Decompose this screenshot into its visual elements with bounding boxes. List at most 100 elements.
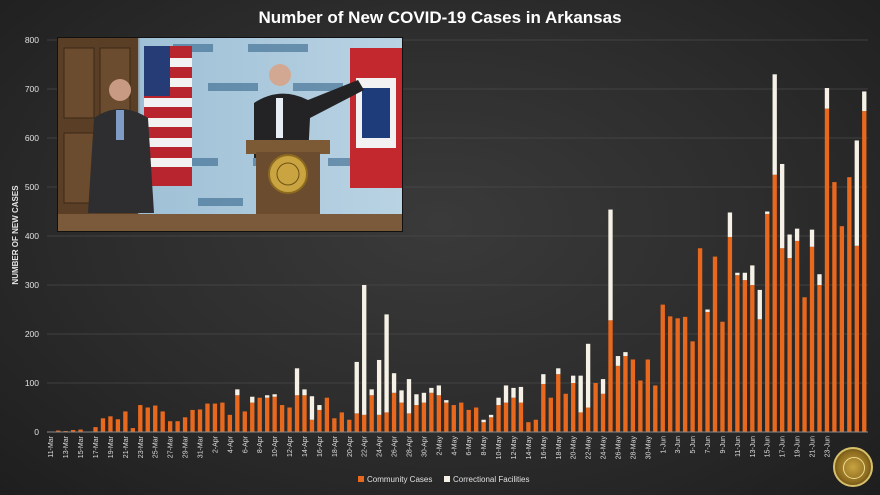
y-tick-label: 500 <box>25 182 39 192</box>
bar-community-cases <box>190 409 195 432</box>
bar-community-cases <box>167 421 173 432</box>
x-tick-label: 2-May <box>436 436 443 456</box>
x-tick-label: 31-Mar <box>198 435 205 458</box>
y-tick-label: 400 <box>25 231 39 241</box>
bar-community-cases <box>780 248 785 432</box>
bar-correctional-facilities <box>854 140 859 246</box>
bar-community-cases <box>682 316 688 432</box>
bar-community-cases <box>630 359 636 432</box>
bar-correctional-facilities <box>481 419 486 423</box>
x-tick-label: 14-May <box>526 436 533 460</box>
bar-community-cases <box>406 413 412 432</box>
bar-community-cases <box>473 407 479 432</box>
bar-community-cases <box>272 396 277 432</box>
bar-community-cases <box>518 402 524 432</box>
bar-correctional-facilities <box>436 385 442 396</box>
bar-community-cases <box>235 395 240 432</box>
bar-community-cases <box>854 245 859 432</box>
bar-community-cases <box>563 393 568 432</box>
bar-correctional-facilities <box>444 400 449 403</box>
bar-community-cases <box>660 304 665 432</box>
bar-community-cases <box>548 397 553 432</box>
y-tick-label: 600 <box>25 133 39 143</box>
bar-correctional-facilities <box>765 211 770 214</box>
bar-community-cases <box>481 422 486 432</box>
x-tick-label: 15-Mar <box>78 435 85 458</box>
bar-correctional-facilities <box>376 359 382 415</box>
x-tick-label: 16-May <box>541 436 548 460</box>
bar-correctional-facilities <box>399 390 404 403</box>
bar-community-cases <box>56 430 61 432</box>
bar-correctional-facilities <box>406 379 412 414</box>
x-tick-label: 1-Jun <box>660 436 667 454</box>
bar-community-cases <box>541 383 546 432</box>
x-tick-label: 21-Mar <box>123 435 130 458</box>
x-tick-label: 10-May <box>496 436 503 460</box>
bar-community-cases <box>585 407 591 432</box>
bar-correctional-facilities <box>503 385 509 403</box>
bar-correctional-facilities <box>294 368 300 396</box>
bar-community-cases <box>145 407 150 432</box>
x-tick-label: 6-May <box>466 436 473 456</box>
bar-community-cases <box>757 319 762 432</box>
x-tick-label: 26-May <box>615 436 622 460</box>
bar-correctional-facilities <box>250 396 255 403</box>
bar-community-cases <box>108 416 113 432</box>
bar-community-cases <box>302 395 307 432</box>
x-tick-label: 14-Apr <box>302 435 309 457</box>
bar-community-cases <box>339 412 344 432</box>
x-tick-label: 22-May <box>586 436 593 460</box>
bar-community-cases <box>593 383 598 432</box>
bar-community-cases <box>742 280 748 432</box>
x-tick-label: 20-Apr <box>347 435 354 457</box>
bar-community-cases <box>675 318 680 432</box>
bar-correctional-facilities <box>265 395 270 398</box>
bar-community-cases <box>205 403 210 432</box>
bar-correctional-facilities <box>809 229 815 247</box>
bar-correctional-facilities <box>384 314 389 413</box>
x-tick-label: 12-May <box>511 436 518 460</box>
x-tick-label: 18-May <box>556 436 563 460</box>
x-tick-label: 4-Apr <box>227 435 234 453</box>
bar-community-cases <box>832 182 837 432</box>
x-tick-label: 23-Mar <box>138 435 145 458</box>
x-tick-label: 8-May <box>481 436 488 456</box>
bar-correctional-facilities <box>780 163 785 249</box>
press-conference-video-inset <box>57 37 403 232</box>
bar-community-cases <box>705 311 710 432</box>
bar-community-cases <box>817 285 822 432</box>
bar-correctional-facilities <box>391 373 397 393</box>
bar-community-cases <box>376 414 382 432</box>
bar-community-cases <box>421 402 427 432</box>
bar-community-cases <box>623 356 628 432</box>
y-axis-label: NUMBER OF NEW CASES <box>11 185 20 285</box>
bar-correctional-facilities <box>862 91 867 112</box>
bar-community-cases <box>556 374 561 432</box>
x-tick-label: 9-Jun <box>720 436 727 454</box>
bar-correctional-facilities <box>354 361 359 414</box>
x-tick-label: 12-Apr <box>287 435 294 457</box>
y-tick-label: 800 <box>25 35 39 45</box>
x-tick-label: 25-Mar <box>153 435 160 458</box>
x-tick-label: 17-Mar <box>93 435 100 458</box>
bar-community-cases <box>727 236 733 432</box>
bar-community-cases <box>839 226 845 432</box>
bar-community-cases <box>459 402 464 432</box>
bar-community-cases <box>600 393 606 432</box>
bar-correctional-facilities <box>362 285 367 415</box>
bar-community-cases <box>712 256 718 432</box>
bar-community-cases <box>93 427 98 432</box>
bar-community-cases <box>862 111 867 433</box>
bar-community-cases <box>309 419 315 432</box>
bar-community-cases <box>578 412 583 432</box>
x-tick-label: 11-Mar <box>48 435 55 457</box>
x-tick-label: 5-Jun <box>690 436 697 454</box>
bar-community-cases <box>369 395 374 432</box>
bar-community-cases <box>138 405 143 432</box>
bar-correctional-facilities <box>705 309 710 312</box>
bar-community-cases <box>488 417 494 432</box>
legend-swatch <box>358 476 364 482</box>
legend: Community Cases Correctional Facilities <box>358 475 529 484</box>
